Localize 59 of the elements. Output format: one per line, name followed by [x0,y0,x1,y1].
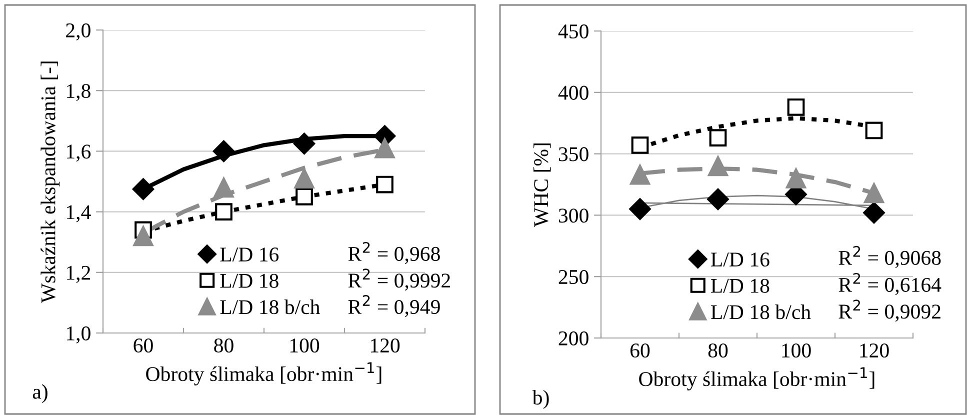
point [133,226,154,246]
legend-label: L/D 18 b/ch [220,300,320,314]
point [293,132,316,154]
y-axis-title: WHC [%] [533,144,551,227]
x-axis-title: Obroty ślimaka [obr·min$^{−1}$] [639,367,874,390]
y-tick-label: 300 [558,208,588,223]
y-tick-label: 2,0 [66,23,90,40]
point [629,198,651,220]
y-tick-label: 1,0 [66,326,90,344]
y-axis-title: Wskaźnik ekspandowania [-] [40,62,60,303]
point [707,188,729,210]
text: b) [532,390,549,409]
text: a) [32,384,48,404]
point [864,183,884,204]
x-tick-label: 80 [214,338,234,353]
point [630,164,650,185]
legend-label: L/D 16 [710,252,770,267]
y-tick-label: 1,2 [66,266,90,283]
point [786,168,806,188]
legend-label: L/D 18 b/ch [710,304,811,320]
point [374,138,395,158]
x-axis-title: Obroty ślimaka [obr·min$^{−1}$] [146,362,382,386]
annotation: R$^{2}$ = 0,6164 [838,272,942,295]
x-tick-label: 100 [290,338,320,353]
x-tick-label: 120 [370,338,400,353]
point [708,156,728,176]
point [294,168,314,189]
y-tick-label: 400 [558,86,588,100]
point [631,136,649,154]
legend-label: L/D 16 [220,248,279,262]
annotation: R$^{2}$ = 0,9068 [838,246,941,268]
x-tick-label: 100 [782,343,811,358]
point [865,122,883,140]
x-tick-label: 80 [708,343,728,358]
point [376,176,394,194]
point [212,140,235,162]
point [215,203,232,220]
annotation: R$^{2}$ = 0,9092 [838,300,940,322]
point [709,129,727,147]
point [132,178,154,200]
legend-label: L/D 18 [710,278,770,293]
point [863,202,885,224]
y-tick-label: 350 [558,147,588,162]
annotation: R$^{2}$ = 0,968 [348,242,440,264]
legend-label: L/D 18 [220,274,278,288]
y-tick-label: 1,8 [66,84,90,102]
x-tick-label: 60 [630,343,650,358]
x-tick-label: 120 [860,343,889,358]
annotation: R$^{2}$ = 0,949 [348,294,440,317]
y-tick-label: 1,6 [66,144,91,162]
y-tick-label: 450 [558,24,588,38]
point [787,98,805,116]
point [214,177,234,198]
y-tick-label: 250 [558,270,588,284]
y-tick-label: 200 [558,331,588,346]
y-tick-label: 1,4 [66,205,91,222]
x-tick-label: 60 [134,338,153,353]
annotation: R$^{2}$ = 0,9992 [348,268,450,291]
point [296,188,313,206]
